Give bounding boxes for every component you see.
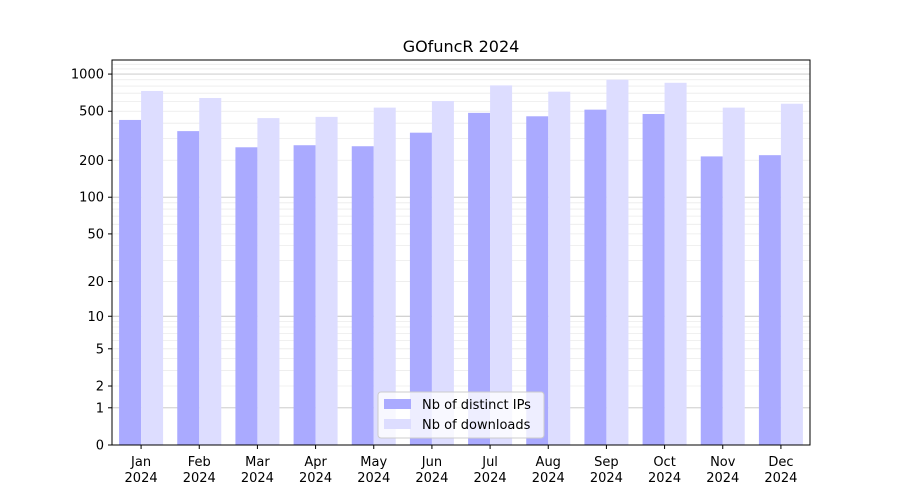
x-tick-label-year: 2024 <box>125 471 158 486</box>
x-tick-label-month: Oct <box>653 455 675 470</box>
legend-box <box>377 391 545 439</box>
y-tick-label: 1000 <box>71 68 104 83</box>
bar-distinct-ips <box>642 113 665 445</box>
bar-downloads <box>257 118 280 445</box>
bar-distinct-ips <box>468 112 491 446</box>
bar-distinct-ips <box>758 155 781 446</box>
legend-label-distinct-ips: Nb of distinct IPs <box>422 398 531 413</box>
bar-distinct-ips <box>293 145 316 445</box>
y-tick-label: 50 <box>87 227 104 242</box>
chart-title: GOfuncR 2024 <box>403 37 520 56</box>
bar-downloads <box>315 116 338 446</box>
bar-distinct-ips <box>351 146 374 445</box>
bar-downloads <box>780 103 803 446</box>
x-tick-label-month: Nov <box>710 455 736 470</box>
x-tick-label-year: 2024 <box>532 471 565 486</box>
legend-swatch-downloads <box>384 419 411 429</box>
bar-distinct-ips <box>119 119 142 445</box>
x-tick-label-year: 2024 <box>241 471 274 486</box>
x-tick-label-year: 2024 <box>415 471 448 486</box>
y-tick-label: 2 <box>96 380 104 395</box>
x-tick-label-year: 2024 <box>299 471 332 486</box>
x-tick-label-month: Jun <box>421 455 442 470</box>
x-tick-label-month: Mar <box>245 455 270 470</box>
axes: 01251020501002005001000Jan2024Feb2024Mar… <box>71 59 811 486</box>
bar-downloads <box>490 85 513 445</box>
y-tick-label: 500 <box>79 105 104 120</box>
x-tick-label-year: 2024 <box>474 471 507 486</box>
bar-downloads <box>606 79 629 445</box>
x-tick-label-year: 2024 <box>590 471 623 486</box>
bars <box>119 79 803 446</box>
plot-frame <box>111 59 811 446</box>
x-tick-label-year: 2024 <box>648 471 681 486</box>
bar-downloads <box>431 101 454 446</box>
y-tick-label: 1 <box>96 401 104 416</box>
legend-swatch-distinct-ips <box>384 399 411 409</box>
x-tick-label-month: May <box>360 455 387 470</box>
bar-downloads <box>199 98 222 445</box>
x-tick-label-year: 2024 <box>183 471 216 486</box>
bar-distinct-ips <box>235 147 258 445</box>
x-tick-label-year: 2024 <box>357 471 390 486</box>
y-tick-label: 200 <box>79 154 104 169</box>
x-tick-label-month: Sep <box>594 455 619 470</box>
x-tick-label-month: Dec <box>768 455 793 470</box>
bar-distinct-ips <box>526 116 549 446</box>
x-tick-label-year: 2024 <box>706 471 739 486</box>
bar-downloads <box>373 107 396 445</box>
bar-distinct-ips <box>409 132 432 446</box>
bar-distinct-ips <box>177 131 200 446</box>
bar-downloads <box>548 91 571 446</box>
bar-downloads <box>664 82 687 445</box>
x-tick-label-month: Jul <box>481 455 498 470</box>
y-tick-label: 10 <box>87 310 104 325</box>
legend-label-downloads: Nb of downloads <box>422 418 531 433</box>
bar-downloads <box>141 90 164 446</box>
y-tick-label: 100 <box>79 191 104 206</box>
x-tick-label-month: Apr <box>304 455 327 470</box>
y-tick-label: 20 <box>87 275 104 290</box>
bar-distinct-ips <box>700 156 723 446</box>
x-tick-label-month: Aug <box>536 455 561 470</box>
y-tick-label: 5 <box>96 342 104 357</box>
x-tick-label-month: Jan <box>130 455 151 470</box>
bar-downloads <box>722 107 745 445</box>
bar-distinct-ips <box>584 109 607 446</box>
x-tick-label-year: 2024 <box>764 471 797 486</box>
y-tick-label: 0 <box>96 439 104 454</box>
x-tick-label-month: Feb <box>188 455 211 470</box>
legend: Nb of distinct IPs Nb of downloads <box>377 391 545 439</box>
